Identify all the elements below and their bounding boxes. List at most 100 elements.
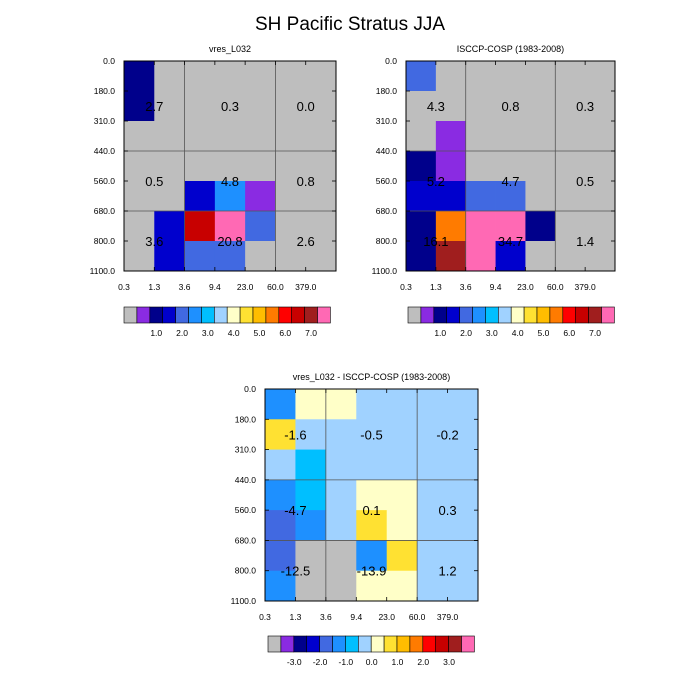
heatmap-cell — [295, 570, 327, 602]
colorbar-swatch — [459, 306, 473, 324]
heatmap-cell — [465, 241, 496, 272]
y-tick-label: 180.0 — [235, 414, 257, 424]
heatmap-cell — [525, 151, 556, 182]
heatmap-cell — [154, 91, 185, 122]
colorbar-label: 4.0 — [228, 328, 240, 338]
x-tick-label: 9.4 — [490, 282, 502, 292]
heatmap-cell — [417, 570, 448, 602]
heatmap-cell — [325, 449, 357, 481]
colorbar-swatch — [306, 635, 320, 653]
heatmap-panel-3: vres_L032 - ISCCP-COSP (1983-2008) 0.3 1.3… — [231, 372, 479, 667]
heatmap-cell — [275, 211, 307, 242]
heatmap-cell — [417, 510, 448, 541]
heatmap-cell — [245, 121, 276, 152]
heatmap-cell — [275, 241, 307, 272]
y-tick-label: 180.0 — [376, 86, 398, 96]
heatmap-cell — [275, 91, 307, 122]
colorbar-label: 7.0 — [589, 328, 601, 338]
colorbar-swatch — [549, 306, 564, 324]
colorbar-label: 0.0 — [366, 657, 378, 667]
heatmap-cell — [447, 570, 479, 602]
colorbar-swatch — [136, 306, 151, 324]
heatmap-cell — [245, 151, 276, 182]
y-tick-label: 560.0 — [376, 176, 398, 186]
heatmap-cell — [465, 151, 496, 182]
x-tick-label: 379.0 — [575, 282, 597, 292]
y-tick-label: 440.0 — [376, 146, 398, 156]
heatmap-cell — [435, 241, 467, 272]
heatmap-cell — [495, 121, 526, 152]
colorbar-swatch — [433, 306, 447, 324]
colorbar-label: 4.0 — [512, 328, 524, 338]
colorbar-label: 3.0 — [443, 657, 455, 667]
heatmap-cell — [447, 479, 479, 511]
colorbar-swatch — [123, 306, 138, 324]
colorbar-swatch — [357, 635, 372, 653]
colorbar-swatch — [267, 635, 282, 653]
heatmap-cell — [406, 121, 437, 152]
colorbar-swatch — [472, 306, 486, 324]
heatmap-cell — [295, 540, 327, 572]
heatmap-cell — [447, 510, 479, 541]
heatmap-cell — [295, 510, 327, 541]
colorbar-label: 1.0 — [434, 328, 446, 338]
x-tick-label: 3.6 — [460, 282, 472, 292]
cell-value-label: 5.2 — [427, 174, 445, 189]
x-tick-label: 60.0 — [267, 282, 284, 292]
heatmap-cell — [124, 181, 155, 212]
heatmap-cell — [184, 121, 216, 152]
colorbar-swatch — [446, 306, 460, 324]
heatmap-cell — [214, 121, 246, 152]
y-tick-label: 310.0 — [376, 116, 398, 126]
heatmap-cell — [356, 419, 388, 450]
colorbar-swatch — [188, 306, 202, 324]
colorbar-swatch — [226, 306, 241, 324]
cell-value-label: 2.6 — [297, 234, 315, 249]
heatmap-cell — [386, 570, 418, 602]
x-tick-label: 0.3 — [118, 282, 130, 292]
colorbar-swatch — [304, 306, 318, 324]
colorbar-swatch — [485, 306, 499, 324]
heatmap-cell — [265, 570, 296, 602]
colorbar-swatch — [409, 635, 424, 653]
heatmap-cell — [386, 449, 418, 481]
y-tick-label: 680.0 — [94, 206, 116, 216]
heatmap-cell — [417, 479, 448, 511]
heatmap-cell — [417, 389, 448, 420]
heatmap-cell — [154, 61, 185, 92]
heatmap-cell — [295, 449, 327, 481]
heatmap-cell — [585, 61, 616, 92]
heatmap-cell — [555, 91, 586, 122]
colorbar-swatch — [252, 306, 267, 324]
plot-frame — [123, 60, 337, 272]
y-tick-label: 800.0 — [235, 566, 257, 576]
y-tick-label: 800.0 — [94, 236, 116, 246]
heatmap-cell — [305, 241, 337, 272]
x-tick-label: 23.0 — [237, 282, 254, 292]
cell-value-label: 34.7 — [498, 234, 523, 249]
heatmap-cell — [356, 449, 388, 481]
cell-value-label: 0.5 — [576, 174, 594, 189]
colorbar-label: 6.0 — [563, 328, 575, 338]
heatmap-cell — [325, 540, 357, 572]
y-tick-label: 680.0 — [235, 535, 257, 545]
colorbar-swatch — [293, 635, 307, 653]
heatmap-cell — [406, 61, 437, 92]
heatmap-cell — [124, 61, 155, 92]
y-tick-label: 180.0 — [94, 86, 116, 96]
heatmap-cell — [154, 181, 185, 212]
y-tick-label: 0.0 — [103, 56, 115, 66]
colorbar-swatch — [536, 306, 551, 324]
heatmap-cell — [184, 61, 216, 92]
heatmap-cell — [525, 61, 556, 92]
heatmap-cell — [275, 121, 307, 152]
y-tick-label: 1100.0 — [372, 266, 398, 276]
colorbar-swatch — [345, 635, 359, 653]
heatmap-cell — [555, 61, 586, 92]
heatmap-cell — [325, 570, 357, 602]
cell-value-label: 0.0 — [297, 99, 315, 114]
cell-value-label: 0.3 — [576, 99, 594, 114]
heatmap-cell — [214, 91, 246, 122]
heatmap-cell — [585, 211, 616, 242]
